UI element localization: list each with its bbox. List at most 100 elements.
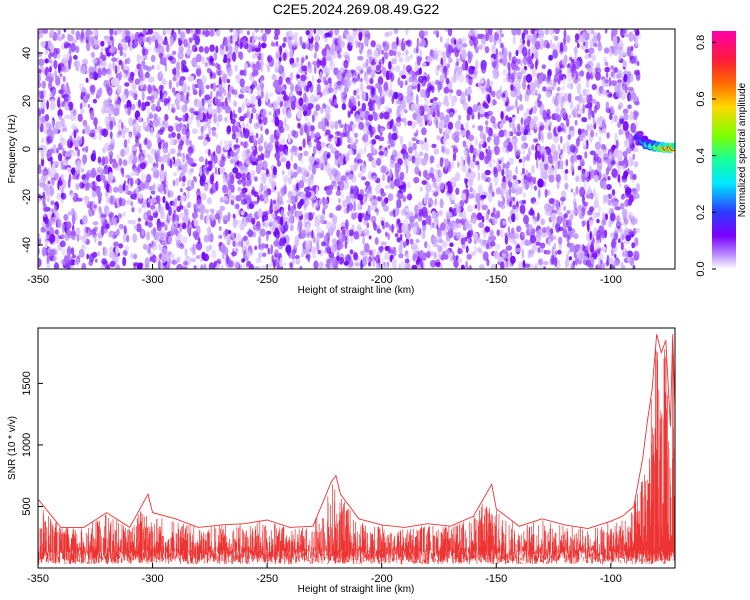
spectrogram-cell [570,263,574,269]
spectrogram-cell [70,108,76,115]
spectrogram-cell [62,75,66,82]
spectrogram-cell [626,46,632,57]
spectrogram-cell [367,204,371,215]
spectrogram-cell [54,161,60,166]
spectrogram-cell [220,70,225,76]
spectrogram-cell [167,157,171,167]
spectrogram-cell [548,54,553,61]
spectrogram-cell [298,97,304,107]
spectrogram-cell [530,250,534,258]
spectrogram-cell [581,244,585,252]
spectrogram-cell [514,79,520,88]
spectrogram-cell [383,81,389,91]
spectrogram-cell [275,109,279,118]
spectrogram-cell [262,115,268,126]
spectrogram-cell [67,95,71,102]
spectrogram-cell [502,77,508,83]
spectrogram-cell [133,225,138,230]
spectrogram-cell [402,195,406,203]
spectrogram-cell [539,124,545,131]
spectrogram-cell [63,81,68,91]
spectrogram-cell [351,212,357,220]
spectrogram-cell [468,223,473,231]
spectrogram-cell [139,156,145,164]
spectrogram-cell [206,56,210,62]
spectrogram-cell [609,212,616,222]
spectrogram-cell [229,110,233,121]
spectrogram-cell [421,231,426,239]
spectrogram-cell [103,60,107,68]
spectrogram-cell [49,172,54,179]
spectrogram-cell [290,83,295,93]
spectrogram-cell [250,189,256,196]
spectrogram-cell [504,130,511,140]
spectrogram-cell [270,42,276,47]
spectrogram-cell [160,122,164,128]
spectrogram-cell [487,192,493,203]
spectrogram-cell [112,186,119,193]
spectrogram-cell [53,59,58,70]
spectrogram-cell [529,82,536,92]
spectrogram-cell [599,262,606,269]
spectrogram-cell [232,109,236,119]
spectrogram-cell [285,244,292,252]
spectrogram-cell [549,39,553,49]
spectrogram-cell [123,52,127,58]
spectrogram-cell [397,228,403,234]
spectrogram-cell [531,68,537,78]
spectrogram-cell [265,93,269,103]
spectrogram-cell [187,75,194,82]
spectrogram-cell [251,54,257,59]
spectrogram-cell [181,104,188,113]
spectrogram-cell [52,127,59,135]
spectrogram-cell [446,108,452,114]
spectrogram-cell [260,51,264,61]
spectrogram-cell [97,240,103,246]
spectrogram-cell [630,92,637,99]
spectrogram-cell [222,184,228,194]
spectrogram-cell [307,80,312,88]
spectrogram-cell [287,210,291,217]
spectrogram-cell [157,149,161,156]
spectrogram-cell [63,29,67,33]
spectrogram-cell [257,90,262,96]
spectrogram-cell [38,73,41,84]
spectrogram-cell [251,37,255,48]
spectrogram-cell [532,106,537,114]
spectrogram-cell [137,116,143,123]
spectrogram-cell [431,176,436,183]
spectrogram-cell [457,161,460,168]
spectrogram-cell [345,155,348,163]
spectrogram-cell [334,182,338,190]
spectrogram-cell [182,260,189,266]
spectrogram-cell [168,56,174,61]
spectrogram-cell [626,257,632,262]
spectrogram-cell [139,80,144,90]
spectrogram-cell [100,51,103,58]
spectrogram-cell [151,64,155,70]
spectrogram-cell [181,156,185,161]
spectrogram-cell [44,58,49,64]
spectrogram-cell [566,35,571,44]
spectrogram-cell [40,41,46,47]
spectrogram-cell [544,249,551,255]
spectrogram-cell [397,51,401,58]
spectrogram-cell [489,229,494,238]
spectrogram-cell [305,29,310,36]
spectrogram-cell [630,122,636,133]
spectrogram-cell [431,235,438,244]
spectrogram-cell [263,141,268,150]
spectrogram-cell [474,148,478,153]
spectrogram-cell [427,74,430,82]
spectrogram-cell [367,184,372,192]
spectrogram-cell [402,183,407,193]
spectrogram-cell [608,47,613,58]
spectrogram-cell [622,120,629,132]
spectrogram-cell [205,167,212,172]
spectrogram-cell [115,246,119,255]
spectrogram-cell [508,51,512,62]
spectrogram-cell [234,144,241,149]
spectrogram-cell [327,106,331,115]
spectrogram-cell [127,219,133,225]
spectrogram-cell [204,183,209,192]
